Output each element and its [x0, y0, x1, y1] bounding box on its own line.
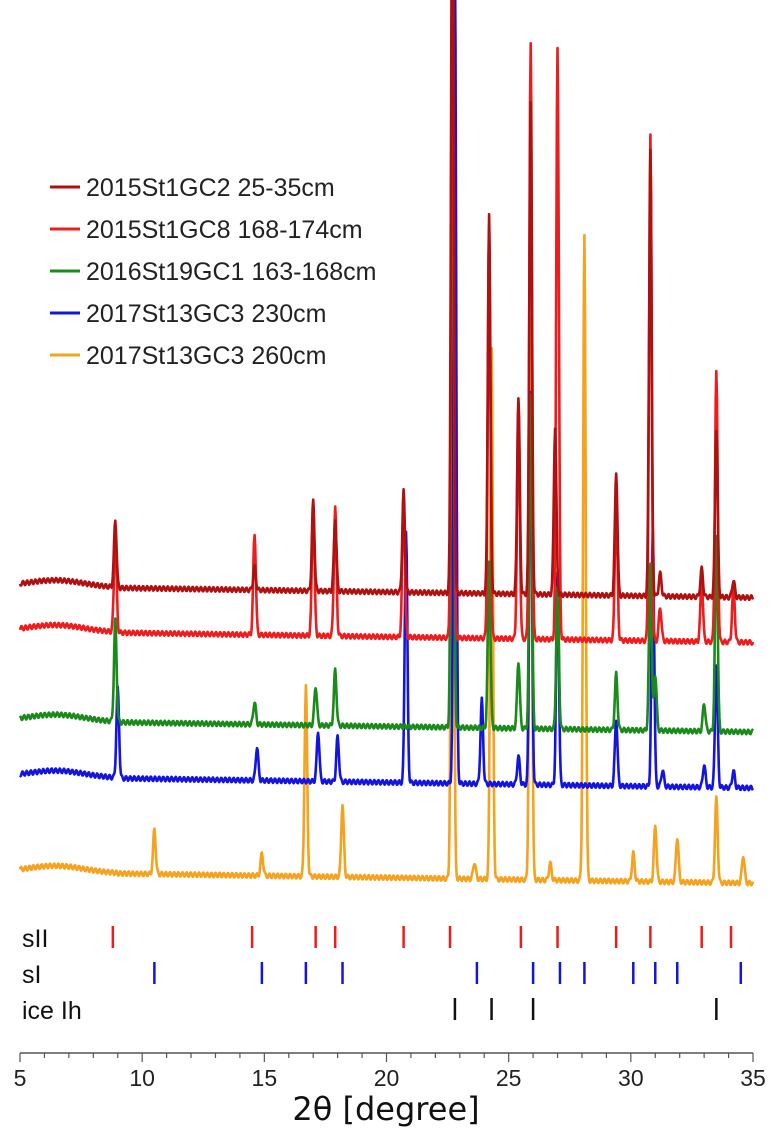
x-tick-label: 15 [252, 1065, 278, 1091]
legend-label: 2015St1GC8 168-174cm [86, 216, 363, 244]
x-tick-label: 20 [374, 1065, 400, 1091]
reference-row-label: sI [22, 961, 41, 989]
series-line [18, 121, 755, 887]
legend: 2015St1GC2 25-35cm 2015St1GC8 168-174cm 20… [50, 174, 376, 370]
legend-label: 2016St19GC1 163-168cm [86, 258, 376, 286]
x-axis: 5 10 15 20 25 30 35 [14, 1052, 766, 1091]
x-tick-label: 5 [14, 1065, 27, 1091]
x-tick-label: 30 [618, 1065, 644, 1091]
series-line [18, 0, 755, 736]
legend-label: 2017St13GC3 260cm [86, 342, 326, 370]
diffraction-traces [18, 0, 755, 887]
legend-label: 2015St1GC2 25-35cm [86, 174, 335, 202]
series-line [18, 0, 755, 602]
legend-label: 2017St13GC3 230cm [86, 300, 326, 328]
x-axis-title: 2θ [degree] [292, 1090, 479, 1128]
reference-row-label: ice Ih [22, 997, 82, 1025]
x-tick-label: 35 [740, 1065, 766, 1091]
series-line [19, 0, 754, 792]
series-line [18, 0, 755, 646]
x-tick-label: 25 [496, 1065, 522, 1091]
reference-peak-markers: sII sI ice Ih [22, 925, 743, 1025]
x-tick-label: 10 [129, 1065, 155, 1091]
reference-row-label: sII [22, 925, 48, 953]
